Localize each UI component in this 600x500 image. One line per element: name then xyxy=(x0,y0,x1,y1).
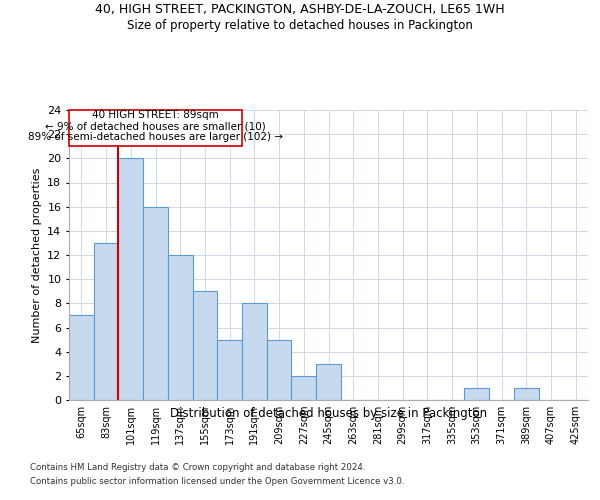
Text: ← 9% of detached houses are smaller (10): ← 9% of detached houses are smaller (10) xyxy=(45,122,266,132)
Text: Size of property relative to detached houses in Packington: Size of property relative to detached ho… xyxy=(127,19,473,32)
Bar xyxy=(143,206,168,400)
Bar xyxy=(242,304,267,400)
Bar xyxy=(70,110,242,146)
Text: 89% of semi-detached houses are larger (102) →: 89% of semi-detached houses are larger (… xyxy=(28,132,283,142)
Bar xyxy=(69,316,94,400)
Bar xyxy=(118,158,143,400)
Bar xyxy=(292,376,316,400)
Bar xyxy=(168,255,193,400)
Text: Contains public sector information licensed under the Open Government Licence v3: Contains public sector information licen… xyxy=(30,478,404,486)
Text: 40, HIGH STREET, PACKINGTON, ASHBY-DE-LA-ZOUCH, LE65 1WH: 40, HIGH STREET, PACKINGTON, ASHBY-DE-LA… xyxy=(95,2,505,16)
Bar xyxy=(217,340,242,400)
Bar xyxy=(514,388,539,400)
Y-axis label: Number of detached properties: Number of detached properties xyxy=(32,168,41,342)
Text: Contains HM Land Registry data © Crown copyright and database right 2024.: Contains HM Land Registry data © Crown c… xyxy=(30,462,365,471)
Bar xyxy=(94,243,118,400)
Bar xyxy=(267,340,292,400)
Bar xyxy=(464,388,489,400)
Text: 40 HIGH STREET: 89sqm: 40 HIGH STREET: 89sqm xyxy=(92,110,219,120)
Bar xyxy=(193,291,217,400)
Bar xyxy=(316,364,341,400)
Text: Distribution of detached houses by size in Packington: Distribution of detached houses by size … xyxy=(170,408,487,420)
